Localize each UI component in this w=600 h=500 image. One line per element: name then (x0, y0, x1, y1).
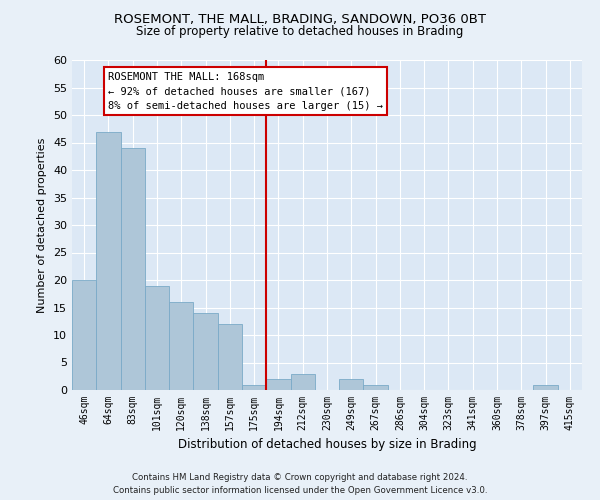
Bar (266, 379, 290, 390)
Bar (290, 374, 315, 390)
Bar (533, 384, 558, 390)
Bar (242, 384, 266, 390)
Bar (169, 302, 193, 390)
Bar (364, 384, 388, 390)
Bar (218, 324, 242, 390)
X-axis label: Distribution of detached houses by size in Brading: Distribution of detached houses by size … (178, 438, 476, 452)
Text: Size of property relative to detached houses in Brading: Size of property relative to detached ho… (136, 25, 464, 38)
Y-axis label: Number of detached properties: Number of detached properties (37, 138, 47, 312)
Bar (121, 148, 145, 390)
Text: Contains HM Land Registry data © Crown copyright and database right 2024.
Contai: Contains HM Land Registry data © Crown c… (113, 474, 487, 495)
Bar (145, 286, 169, 390)
Bar (72, 280, 96, 390)
Text: ROSEMONT THE MALL: 168sqm
← 92% of detached houses are smaller (167)
8% of semi-: ROSEMONT THE MALL: 168sqm ← 92% of detac… (108, 72, 383, 111)
Bar (193, 313, 218, 390)
Text: ROSEMONT, THE MALL, BRADING, SANDOWN, PO36 0BT: ROSEMONT, THE MALL, BRADING, SANDOWN, PO… (114, 12, 486, 26)
Bar (339, 379, 364, 390)
Bar (96, 132, 121, 390)
